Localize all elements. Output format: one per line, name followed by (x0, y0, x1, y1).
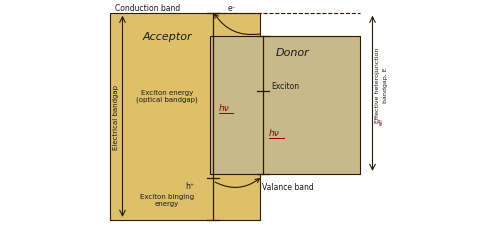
Bar (210, 37, 360, 174)
Text: hν: hν (268, 128, 279, 137)
Text: eff: eff (379, 118, 384, 125)
Text: hν: hν (218, 103, 229, 112)
Text: Conduction band: Conduction band (115, 3, 180, 13)
FancyArrowPatch shape (214, 15, 260, 35)
Text: Exciton binging
energy: Exciton binging energy (140, 193, 194, 206)
Text: h⁺: h⁺ (186, 181, 194, 190)
Text: Exciton energy
(optical bandgap): Exciton energy (optical bandgap) (136, 90, 198, 103)
Text: Donor: Donor (276, 48, 310, 58)
Text: e⁻: e⁻ (228, 3, 236, 13)
Text: Valance band: Valance band (262, 182, 314, 191)
Text: Effective heterojunction
bandgap, E: Effective heterojunction bandgap, E (376, 47, 388, 122)
Text: Electrical bandgap: Electrical bandgap (114, 85, 119, 149)
Text: Acceptor: Acceptor (142, 32, 192, 42)
FancyArrowPatch shape (215, 179, 260, 188)
Bar (110, 14, 260, 220)
Text: Exciton: Exciton (272, 81, 299, 90)
